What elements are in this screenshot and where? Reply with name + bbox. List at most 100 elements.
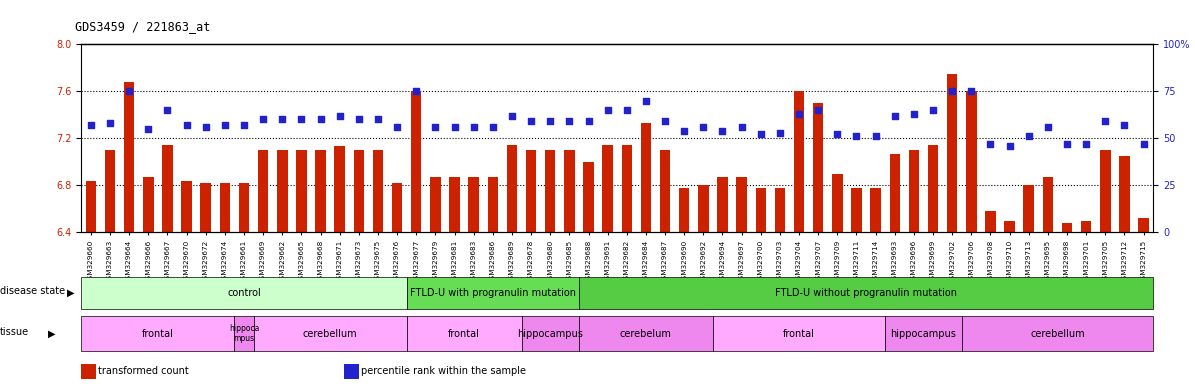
Point <box>866 133 885 139</box>
Bar <box>832 174 842 232</box>
Bar <box>354 150 364 232</box>
Text: FTLD-U with progranulin mutation: FTLD-U with progranulin mutation <box>410 288 576 298</box>
Point <box>292 116 311 122</box>
Bar <box>406 277 578 309</box>
Point <box>962 88 981 94</box>
Text: cerebelum: cerebelum <box>620 328 672 339</box>
Text: cerebellum: cerebellum <box>302 328 357 339</box>
Text: frontal: frontal <box>783 328 815 339</box>
Text: disease state: disease state <box>0 286 65 296</box>
Point <box>924 107 943 113</box>
Point <box>406 88 425 94</box>
Bar <box>1042 177 1053 232</box>
Bar <box>488 177 498 232</box>
Text: hippoca
mpus: hippoca mpus <box>228 324 259 343</box>
Point <box>120 88 139 94</box>
Point <box>1115 122 1134 128</box>
Point <box>445 124 464 130</box>
Bar <box>411 91 422 232</box>
Bar <box>660 150 670 232</box>
Bar <box>545 150 556 232</box>
Bar <box>335 146 345 232</box>
Bar <box>621 145 632 232</box>
Bar <box>258 150 269 232</box>
Bar <box>698 185 709 232</box>
Text: frontal: frontal <box>142 328 173 339</box>
Bar <box>143 177 153 232</box>
Point <box>521 118 540 124</box>
Bar <box>641 123 651 232</box>
Bar <box>430 177 441 232</box>
Point <box>809 107 828 113</box>
Bar <box>1139 218 1148 232</box>
Bar <box>851 188 862 232</box>
Bar <box>602 145 613 232</box>
Point <box>1077 141 1096 147</box>
Text: control: control <box>227 288 261 298</box>
Bar <box>1101 150 1110 232</box>
Bar <box>526 150 537 232</box>
Bar <box>927 145 938 232</box>
Point <box>771 129 790 136</box>
Bar <box>713 316 885 351</box>
Point <box>790 111 809 117</box>
Bar <box>406 316 521 351</box>
Point <box>215 122 234 128</box>
Bar <box>985 211 995 232</box>
Point <box>368 116 387 122</box>
Point <box>637 98 656 104</box>
Point <box>272 116 292 122</box>
Point <box>675 127 694 134</box>
Bar <box>717 177 728 232</box>
Text: FTLD-U without progranulin mutation: FTLD-U without progranulin mutation <box>776 288 957 298</box>
Text: hippocampus: hippocampus <box>517 328 583 339</box>
Point <box>464 124 483 130</box>
Bar <box>296 150 307 232</box>
Point <box>656 118 675 124</box>
Bar <box>578 316 713 351</box>
Bar <box>392 183 403 232</box>
Point <box>177 122 196 128</box>
Point <box>311 116 330 122</box>
Bar <box>813 103 823 232</box>
Bar <box>1023 185 1034 232</box>
Point <box>618 107 637 113</box>
Point <box>1019 133 1038 139</box>
Point <box>981 141 1000 147</box>
Bar <box>521 316 578 351</box>
Bar <box>679 188 690 232</box>
Point <box>425 124 445 130</box>
Bar <box>966 91 976 232</box>
Point <box>483 124 502 130</box>
Point <box>828 131 847 137</box>
Point <box>158 107 177 113</box>
Point <box>885 113 905 119</box>
Bar <box>163 145 172 232</box>
Point <box>234 122 253 128</box>
Point <box>196 124 215 130</box>
Text: tissue: tissue <box>0 326 29 337</box>
Point <box>81 122 100 128</box>
Point <box>540 118 559 124</box>
Text: frontal: frontal <box>448 328 480 339</box>
Point <box>253 116 272 122</box>
Bar <box>578 277 1153 309</box>
Bar <box>793 91 804 232</box>
Bar <box>1062 223 1072 232</box>
Bar <box>315 150 326 232</box>
Bar <box>86 180 96 232</box>
Point <box>1058 141 1077 147</box>
Point <box>502 113 521 119</box>
Point <box>733 124 752 130</box>
Bar <box>124 82 134 232</box>
Bar <box>373 150 384 232</box>
Text: percentile rank within the sample: percentile rank within the sample <box>361 366 526 376</box>
Bar <box>774 188 785 232</box>
Point <box>847 133 866 139</box>
Bar <box>468 177 479 232</box>
Text: cerebellum: cerebellum <box>1030 328 1085 339</box>
Bar <box>182 180 192 232</box>
Point <box>905 111 924 117</box>
Bar <box>253 316 406 351</box>
Point <box>713 127 733 134</box>
